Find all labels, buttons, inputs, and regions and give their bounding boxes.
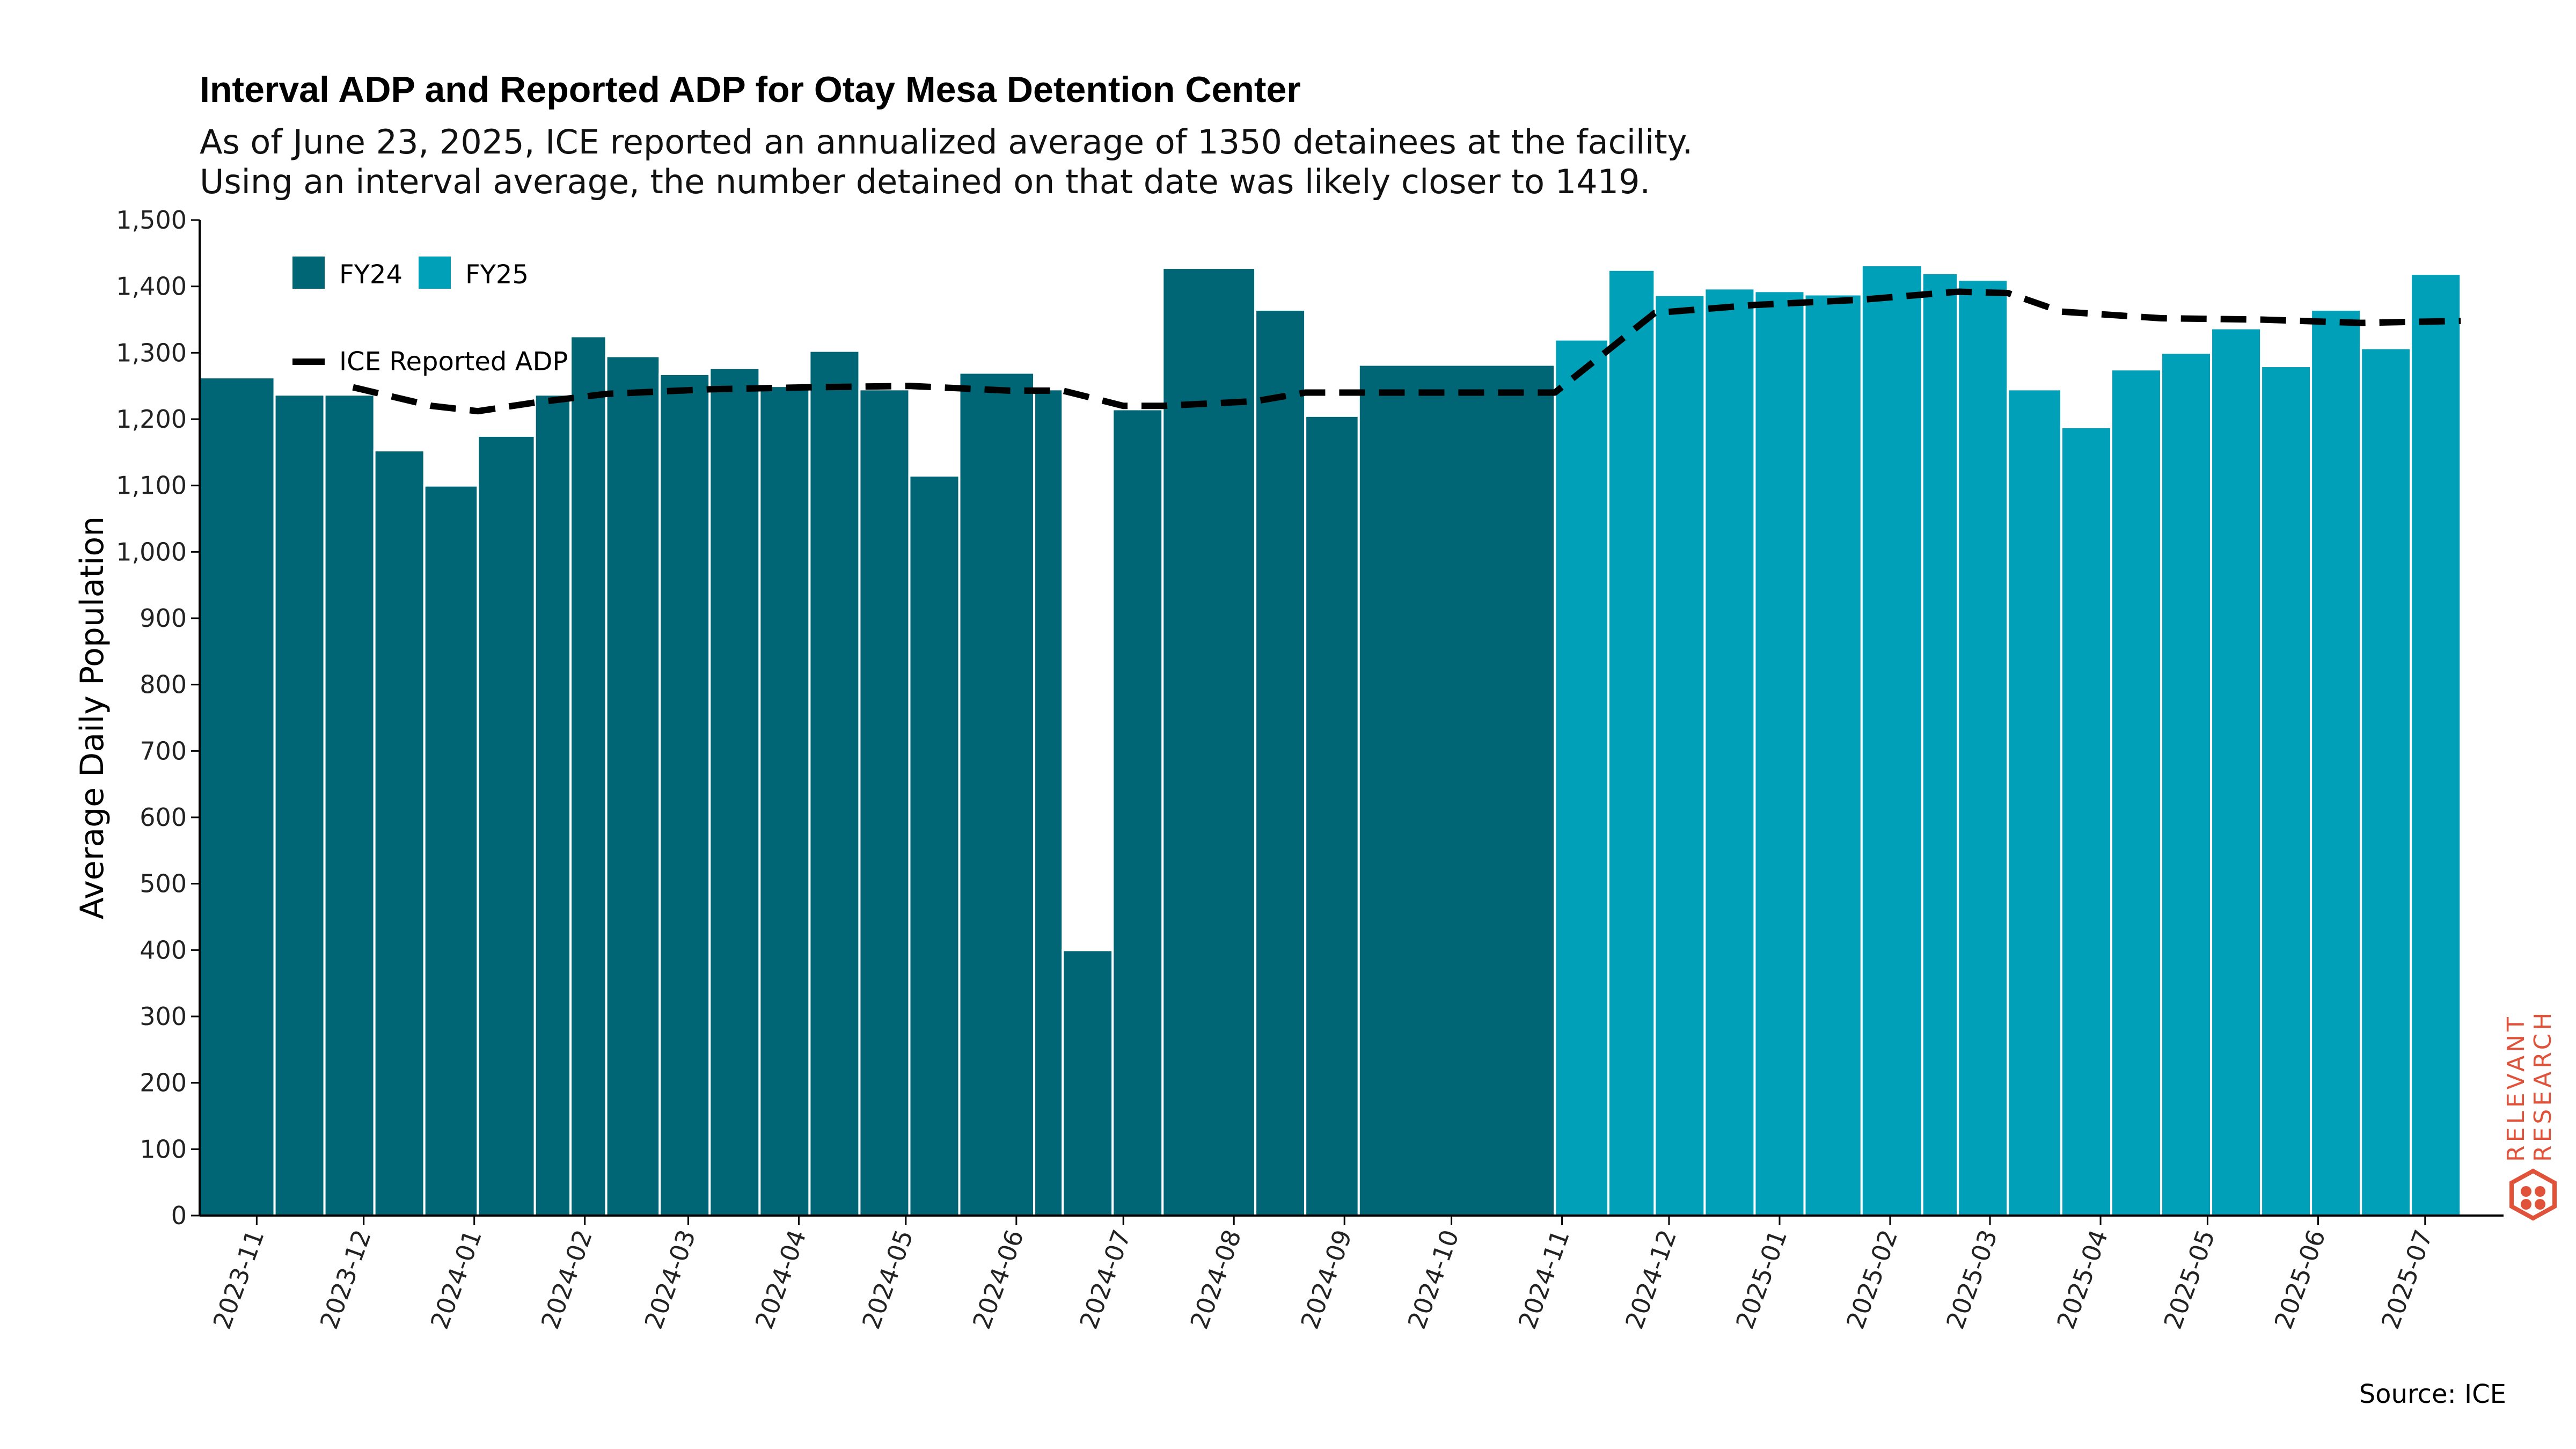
y-tick-label: 1,500 — [116, 206, 187, 235]
x-tick-label: 2024-07 — [1074, 1226, 1136, 1333]
bars-layer — [199, 264, 2462, 1217]
bar-fy24-9 — [605, 355, 661, 1217]
brand-line-1: RELEVANT — [2504, 1014, 2530, 1162]
chart-subtitle-line-2: Using an interval average, the number de… — [200, 162, 1651, 201]
legend-label-reported-adp: ICE Reported ADP — [339, 347, 568, 377]
bar-fy25-41 — [2410, 273, 2462, 1217]
bar-fy25-36 — [2160, 352, 2213, 1217]
bar-fy24-17 — [1033, 388, 1064, 1217]
bar-fy24-13 — [808, 349, 861, 1217]
bar-fy24-6 — [477, 434, 536, 1217]
chart-subtitle-line-1: As of June 23, 2025, ICE reported an ann… — [200, 122, 1693, 162]
bar-fy25-38 — [2260, 365, 2312, 1217]
bar-fy24-14 — [858, 388, 911, 1217]
brand-line-2: RESEARCH — [2529, 1009, 2557, 1162]
y-tick-label: 1,400 — [116, 272, 187, 301]
x-tick-label: 2025-07 — [2376, 1226, 2438, 1333]
relevant-research-logo: RELEVANT RESEARCH — [2504, 1009, 2557, 1221]
bar-fy25-33 — [2007, 388, 2062, 1217]
x-tick-label: 2024-04 — [749, 1226, 811, 1333]
y-tick-label: 500 — [140, 869, 187, 898]
bar-fy25-25 — [1607, 268, 1656, 1217]
bar-fy25-24 — [1554, 338, 1609, 1217]
source-note: Source: ICE — [2359, 1379, 2506, 1409]
x-tick-label: 2024-02 — [536, 1226, 598, 1333]
bar-fy24-7 — [533, 393, 572, 1217]
hexagon-logo-icon — [2509, 1168, 2557, 1221]
x-tick-label: 2025-01 — [1730, 1226, 1792, 1333]
bar-fy24-21 — [1254, 308, 1307, 1217]
x-tick-label: 2024-03 — [639, 1226, 701, 1333]
y-tick-label: 100 — [140, 1135, 187, 1163]
x-tick-label: 2025-02 — [1841, 1226, 1903, 1333]
bar-fy25-29 — [1803, 293, 1863, 1217]
x-tick-label: 2024-11 — [1512, 1226, 1575, 1333]
bar-fy25-37 — [2210, 327, 2263, 1217]
bar-fy24-12 — [758, 385, 811, 1217]
bar-fy24-18 — [1062, 949, 1114, 1217]
y-tick-label: 900 — [140, 604, 187, 633]
bar-fy25-28 — [1753, 290, 1806, 1217]
chart-legend: FY24 FY25 ICE Reported ADP — [292, 257, 568, 377]
bar-fy25-34 — [2060, 426, 2112, 1217]
bar-fy25-32 — [1957, 279, 2009, 1217]
legend-label-fy24: FY24 — [339, 260, 402, 290]
x-tick-label: 2024-10 — [1402, 1226, 1464, 1333]
bar-fy24-1 — [199, 376, 276, 1217]
y-tick-label: 700 — [140, 736, 187, 765]
x-tick-label: 2024-08 — [1184, 1226, 1247, 1333]
y-tick-label: 300 — [140, 1002, 187, 1031]
y-tick-label: 1,300 — [116, 338, 187, 367]
bar-fy24-8 — [569, 335, 608, 1217]
y-tick-label: 1,100 — [116, 471, 187, 500]
bar-fy24-5 — [423, 484, 479, 1217]
y-tick-label: 0 — [171, 1201, 187, 1230]
bar-fy24-23 — [1357, 363, 1556, 1217]
y-axis-label: Average Daily Population — [74, 516, 111, 920]
bar-fy24-19 — [1111, 408, 1164, 1217]
bar-fy25-31 — [1921, 272, 1959, 1217]
y-tick-label: 600 — [140, 803, 187, 832]
bar-fy25-35 — [2110, 368, 2163, 1217]
x-tick-label: 2025-04 — [2051, 1226, 2113, 1333]
reported-adp-line — [352, 288, 2461, 415]
bar-fy25-30 — [1860, 264, 1923, 1217]
reported-adp-line-layer — [352, 288, 2461, 415]
y-tick-label: 200 — [140, 1069, 187, 1097]
bar-fy24-16 — [958, 371, 1036, 1217]
bar-fy25-27 — [1703, 287, 1756, 1217]
x-tick-label: 2024-01 — [425, 1226, 487, 1333]
bar-fy25-40 — [2360, 347, 2412, 1217]
bar-fy25-26 — [1653, 294, 1706, 1217]
x-tick-label: 2025-05 — [2158, 1226, 2220, 1333]
bar-fy24-20 — [1161, 267, 1257, 1217]
x-tick-label: 2023-12 — [314, 1226, 377, 1333]
y-tick-label: 400 — [140, 935, 187, 964]
bar-fy24-11 — [708, 367, 761, 1217]
y-tick-label: 1,000 — [116, 537, 187, 566]
legend-label-fy25: FY25 — [465, 260, 529, 290]
x-tick-label: 2024-05 — [857, 1226, 919, 1333]
x-tick-label: 2025-06 — [2268, 1226, 2331, 1333]
x-tick-label: 2023-11 — [207, 1226, 269, 1333]
x-tick-label: 2025-03 — [1941, 1226, 2003, 1333]
x-tick-label: 2024-06 — [967, 1226, 1029, 1333]
bar-fy24-3 — [323, 393, 376, 1217]
legend-swatch-fy25 — [419, 257, 451, 289]
bar-fy24-4 — [373, 449, 426, 1217]
legend-swatch-fy24 — [292, 257, 325, 289]
bar-fy24-22 — [1304, 414, 1360, 1217]
bar-fy24-10 — [658, 372, 711, 1217]
x-tick-label: 2024-09 — [1295, 1226, 1357, 1333]
y-tick-label: 1,200 — [116, 405, 187, 434]
bar-fy24-15 — [908, 474, 961, 1217]
x-tick-label: 2024-12 — [1620, 1226, 1682, 1333]
y-tick-label: 800 — [140, 670, 187, 699]
bar-fy24-2 — [273, 393, 326, 1217]
bar-fy25-39 — [2310, 308, 2362, 1217]
chart-title: Interval ADP and Reported ADP for Otay M… — [200, 69, 1301, 110]
